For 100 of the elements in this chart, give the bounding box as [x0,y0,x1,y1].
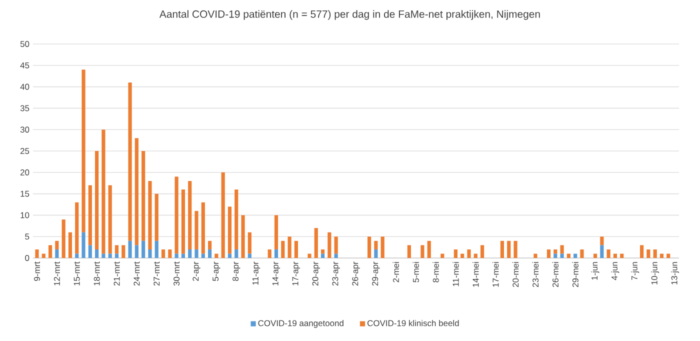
bar [134,245,138,258]
bar [554,249,558,254]
legend-label: COVID-19 klinisch beeld [367,320,459,326]
bar [427,240,431,258]
bar [134,138,138,246]
bar [208,249,212,258]
bar [148,180,152,250]
bar [334,254,338,258]
bar [320,254,325,258]
bar [574,254,578,258]
x-tick-label: 11-apr [252,262,260,285]
bar [580,249,584,258]
bar [367,236,372,258]
y-tick-label: 5 [25,234,30,240]
bar [62,219,66,258]
x-tick-label: 15-mrt [74,262,80,286]
x-tick-label: 10-jun [651,262,660,284]
x-tick-label: 23-apr [332,262,340,286]
bar [102,130,106,254]
x-tick-label: 26-apr [352,262,360,286]
x-tick-label: 18-mrt [94,262,100,286]
y-tick-label: 40 [20,84,30,90]
bar [88,245,92,258]
bar [114,254,119,258]
bar [467,249,471,258]
y-tick-label: 25 [20,148,30,154]
x-tick-label: 29-apr [372,262,380,286]
bar [128,240,132,258]
bar [82,232,86,258]
bar [507,240,511,258]
bar [142,240,146,258]
bar [142,151,146,241]
bar [320,249,325,254]
bar [122,245,126,258]
bar [248,254,252,258]
bar [248,232,252,254]
bar [194,249,198,258]
bar [234,190,238,250]
bar [181,190,186,254]
y-tick-label: 10 [20,212,30,218]
bar [48,245,52,258]
x-tick-label: 21-mrt [114,262,120,286]
y-tick-label: 30 [20,126,30,133]
bar [660,254,664,258]
bar [174,254,178,258]
bar [554,254,558,258]
y-tick-label: 50 [20,41,30,47]
y-tick-label: 0 [25,255,30,261]
bar [114,245,119,254]
x-tick-label: 14-mei [472,262,479,287]
x-tick-label: 1-jun [591,262,600,280]
bar [454,249,458,258]
bar [460,254,464,258]
bar [600,236,604,246]
x-tick-label: 24-mrt [134,262,140,286]
x-tick-label: 7-jun [631,262,640,280]
bar [201,254,205,258]
bar [228,254,232,258]
x-tick-label: 30-mrt [174,262,180,286]
x-tick-label: 2-apr [192,262,200,281]
bar [201,202,205,254]
x-tick-label: 13-jun [671,262,679,284]
bar [148,249,152,258]
bar [294,240,298,258]
bar [666,254,670,258]
bar [108,254,112,258]
bar [208,240,212,250]
bar [95,151,99,250]
bar [274,215,278,250]
y-tick-label: 35 [20,105,30,112]
x-tick-label: 4-jun [611,262,620,280]
bar [640,245,644,258]
bar [288,236,292,258]
bar [268,249,272,258]
x-tick-label: 17-apr [292,262,300,286]
bar [613,254,618,258]
bar [646,249,650,258]
bar [75,254,79,258]
x-tick-label: 5-apr [212,262,220,281]
bar [374,240,378,250]
bar [188,249,192,258]
bar [228,206,232,254]
legend-label: COVID-19 aangetoond [258,320,344,328]
bar [281,240,285,258]
chart-title: Aantal COVID-19 patiënten (n = 577) per dag in de FaMe-net praktijken, Nijmegen [159,10,540,20]
x-tick-label: 5-mei [412,262,419,282]
y-tick-label: 45 [20,62,30,68]
bar [480,245,484,258]
bar [440,254,444,258]
bar [88,185,92,246]
bar [546,249,551,258]
bar [314,228,318,258]
bar [35,249,39,258]
bar [234,249,238,258]
x-tick-label: 11-mei [452,262,459,286]
bar [108,185,112,254]
x-tick-label: 29-mei [572,262,578,287]
x-tick-label: 26-mei [552,262,558,287]
bar [560,245,564,254]
bar [328,232,332,258]
